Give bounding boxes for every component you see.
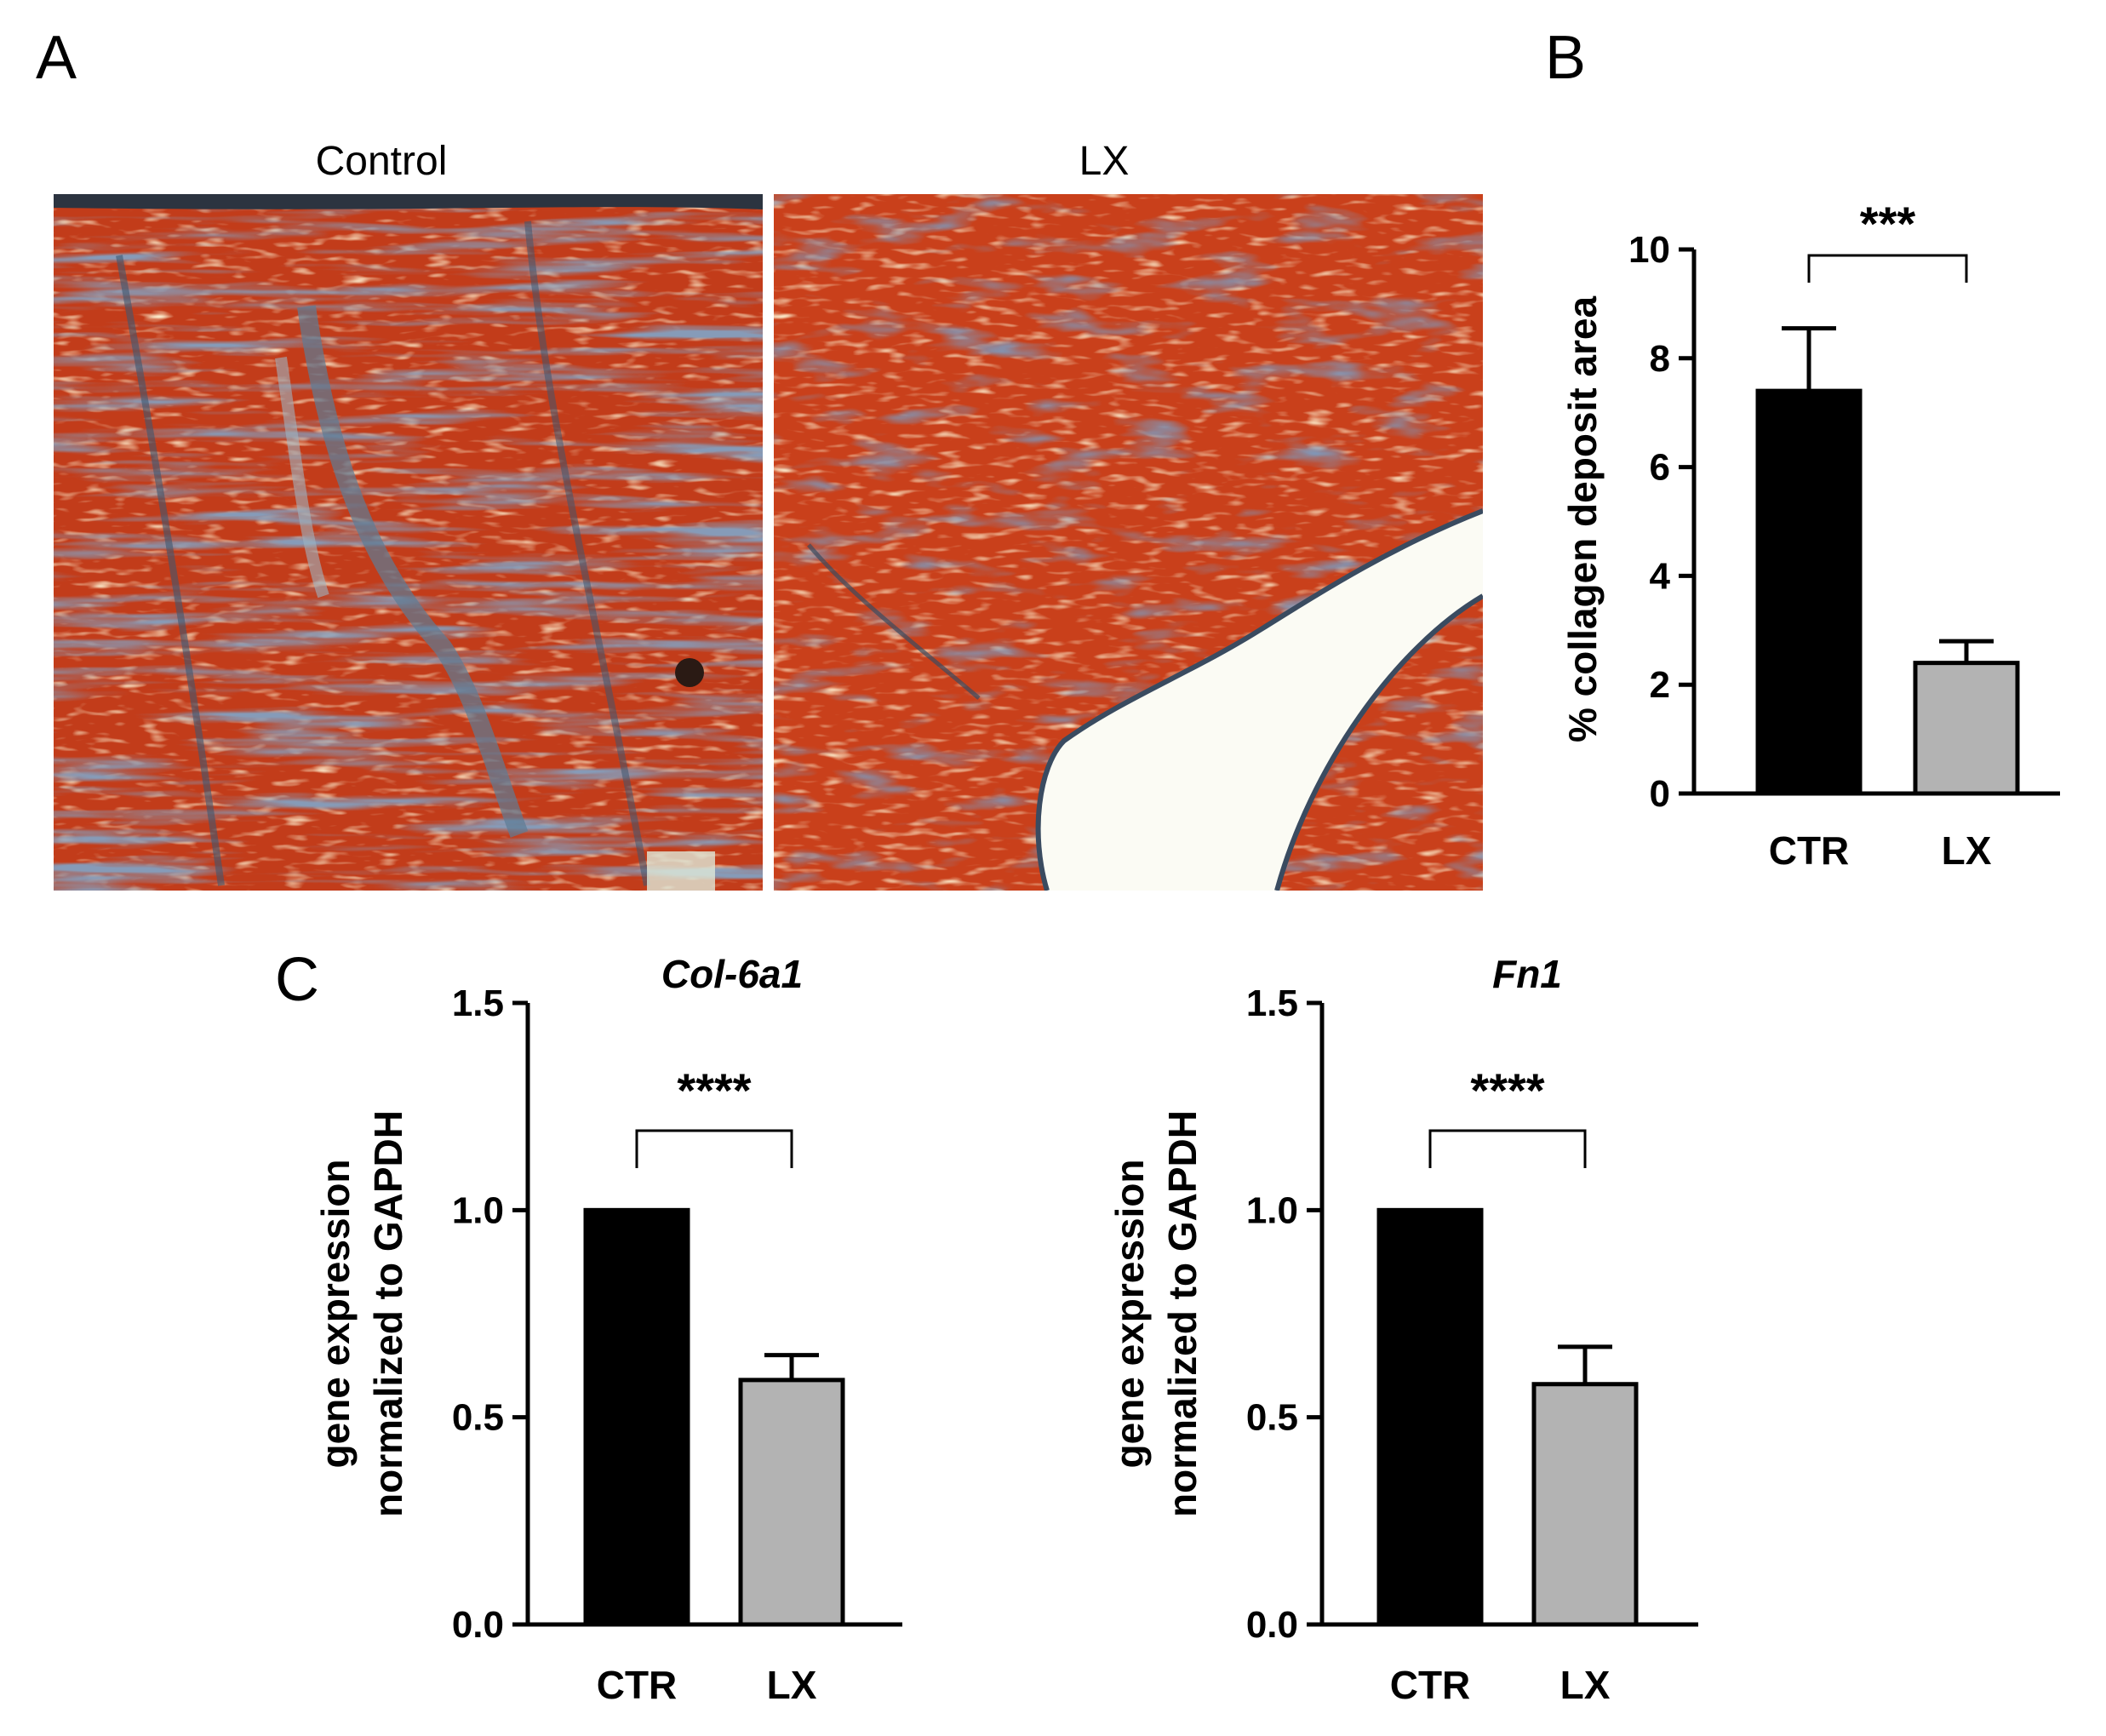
bar-ctr bbox=[583, 1207, 690, 1627]
category-label-lx: LX bbox=[1560, 1663, 1611, 1707]
significance-bracket bbox=[1807, 254, 1968, 283]
category-label-lx: LX bbox=[767, 1663, 817, 1707]
panel-letter-b: B bbox=[1545, 24, 1586, 92]
y-tick-label: 1.5 bbox=[452, 983, 504, 1024]
y-tick-label: 8 bbox=[1650, 338, 1670, 380]
category-label-ctr: CTR bbox=[1390, 1663, 1471, 1707]
control-histology-image bbox=[54, 194, 763, 891]
significance-bracket bbox=[1428, 1129, 1587, 1168]
panel-letter-c: C bbox=[275, 946, 319, 1014]
y-tick-label: 1.0 bbox=[452, 1189, 504, 1231]
control-image-caption: Control bbox=[316, 139, 448, 184]
lx-histology-image bbox=[774, 194, 1483, 891]
bar-lx bbox=[738, 1378, 845, 1627]
chart-title: Fn1 bbox=[1492, 952, 1562, 996]
y-tick-label: 0.5 bbox=[1246, 1397, 1298, 1439]
chart-b-collagen-area: 0 2 4 6 8 10 CTR LX *** % collagen deposit area bbox=[1560, 197, 2060, 873]
significance-stars: **** bbox=[1470, 1063, 1544, 1117]
y-tick-label: 0 bbox=[1650, 773, 1670, 815]
y-axis-label: % collagen deposit area bbox=[1560, 296, 1605, 742]
y-axis-label: gene expression normalized to GAPDH bbox=[313, 1110, 410, 1517]
y-tick-label: 0.5 bbox=[452, 1397, 504, 1439]
y-tick-label: 0.0 bbox=[452, 1604, 504, 1646]
lx-image-caption: LX bbox=[1079, 139, 1130, 184]
bar-ctr bbox=[1755, 388, 1863, 796]
y-tick-label: 1.5 bbox=[1246, 983, 1298, 1024]
bar-lx bbox=[1913, 661, 2020, 796]
y-tick-label: 0.0 bbox=[1246, 1604, 1298, 1646]
y-tick-label: 2 bbox=[1650, 664, 1670, 706]
y-axis-label: gene expression normalized to GAPDH bbox=[1107, 1110, 1205, 1517]
y-axis-label-line: gene expression bbox=[1107, 1159, 1152, 1468]
chart-c-fn1: 0.0 0.5 1.0 1.5 CTR LX **** Fn1 gene expression n… bbox=[1107, 952, 1698, 1707]
y-axis-label-line: normalized to GAPDH bbox=[1160, 1110, 1205, 1517]
y-axis-label-line: % collagen deposit area bbox=[1560, 296, 1605, 742]
chart-c-col6a1: 0.0 0.5 1.0 1.5 CTR LX **** Col-6a1 gene express… bbox=[313, 952, 902, 1707]
significance-stars: *** bbox=[1860, 197, 1916, 250]
y-axis-label-line: gene expression bbox=[313, 1159, 358, 1468]
y-tick-label: 10 bbox=[1628, 229, 1670, 271]
panel-letter-a: A bbox=[36, 24, 77, 92]
significance-stars: **** bbox=[677, 1063, 751, 1117]
y-tick-label: 6 bbox=[1650, 447, 1670, 489]
chart-title: Col-6a1 bbox=[661, 952, 803, 996]
category-label-ctr: CTR bbox=[1769, 828, 1850, 873]
y-tick-label: 4 bbox=[1650, 555, 1671, 597]
bar-ctr bbox=[1376, 1207, 1484, 1627]
category-label-ctr: CTR bbox=[597, 1663, 678, 1707]
y-tick-label: 1.0 bbox=[1246, 1189, 1298, 1231]
category-label-lx: LX bbox=[1942, 828, 1992, 873]
significance-bracket bbox=[635, 1129, 793, 1168]
bar-lx bbox=[1531, 1382, 1639, 1627]
y-axis-label-line: normalized to GAPDH bbox=[366, 1110, 410, 1517]
